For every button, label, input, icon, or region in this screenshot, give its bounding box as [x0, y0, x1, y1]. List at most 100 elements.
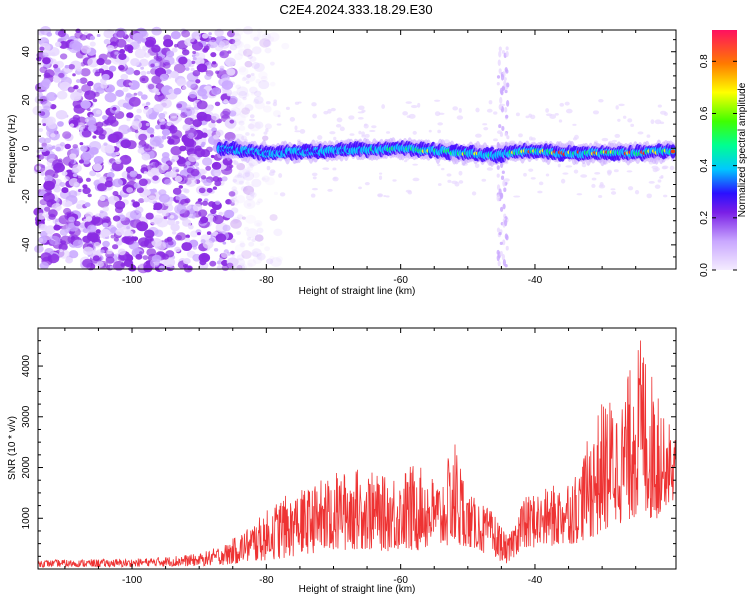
spectrogram-noise-point: [38, 137, 46, 144]
spectrogram-noise-point: [64, 228, 70, 233]
spectrogram-noise-point: [84, 211, 94, 219]
spectrogram-noise-point: [212, 176, 220, 182]
spectrogram-noise-point: [73, 220, 81, 227]
spectrogram-noise-point: [97, 183, 107, 192]
spectrogram-noise-point: [248, 121, 261, 132]
spectrogram-faint-point: [509, 140, 516, 143]
spectrogram-noise-point: [95, 173, 101, 178]
spectrogram-noise-point: [208, 201, 216, 207]
spectrogram-noise-point: [106, 44, 115, 52]
spectrogram-noise-point: [56, 90, 68, 100]
spectrogram-noise-point: [137, 91, 143, 96]
spectrogram-noise-point: [57, 121, 64, 127]
spectrogram-noise-point: [159, 124, 166, 130]
spectrogram-noise-point: [216, 260, 222, 265]
spectrogram-noise-point: [227, 50, 232, 54]
spectrogram-marks: [32, 26, 677, 274]
spectrogram-noise-point: [265, 177, 275, 186]
spectrogram-noise-point: [105, 256, 115, 264]
spectrogram-noise-point: [99, 195, 106, 201]
spectrogram-noise-point: [229, 44, 238, 51]
spectrogram-faint-point: [410, 104, 418, 109]
spectrogram-ytick-label: 20: [21, 94, 32, 106]
spectrogram-noise-point: [174, 204, 187, 215]
spectrogram-faint-point: [434, 111, 441, 117]
spectrogram-faint-point: [475, 133, 482, 138]
spectrogram-noise-point: [262, 135, 269, 141]
spectrogram-noise-point: [244, 92, 250, 97]
spectrogram-interference-point: [506, 135, 510, 140]
spectrogram-faint-point: [265, 101, 271, 105]
spectrogram-faint-point: [311, 102, 317, 107]
spectrogram-noise-point: [184, 198, 191, 204]
spectrogram-noise-point: [87, 224, 97, 233]
snr-xtick-label: -60: [393, 575, 408, 586]
spectrogram-noise-point: [221, 176, 228, 182]
spectrogram-interference-point: [496, 194, 500, 202]
spectrogram-noise-point: [79, 77, 88, 84]
spectrogram-noise-point: [161, 151, 170, 159]
spectrogram-noise-point: [78, 240, 84, 245]
spectrogram-noise-point: [218, 211, 224, 216]
spectrogram-faint-point: [417, 102, 421, 108]
spectrogram-noise-point: [96, 58, 105, 66]
spectrogram-noise-point: [166, 236, 173, 242]
spectrogram-noise-point: [257, 198, 263, 204]
spectrogram-noise-point: [245, 73, 256, 82]
spectrogram-noise-point: [251, 238, 256, 243]
spectrogram-faint-point: [669, 165, 675, 171]
spectrogram-noise-point: [158, 265, 165, 271]
spectrogram-noise-point: [260, 242, 264, 246]
spectrogram-noise-point: [123, 259, 134, 268]
spectrogram-noise-point: [253, 62, 265, 72]
spectrogram-noise-point: [232, 39, 243, 48]
spectrogram-interference-point: [501, 85, 505, 92]
spectrogram-faint-point: [610, 191, 617, 195]
spectrogram-interference-point: [505, 114, 509, 119]
spectrogram-noise-point: [247, 236, 252, 241]
spectrogram-interference-point: [496, 254, 500, 262]
spectrogram-noise-point: [142, 106, 153, 115]
spectrogram-noise-point: [254, 101, 265, 110]
spectrogram-noise-point: [211, 161, 222, 170]
snr-xlabel: Height of straight line (km): [299, 584, 416, 595]
spectrogram-noise-point: [245, 169, 251, 174]
spectrogram-faint-point: [363, 123, 369, 129]
spectrogram-faint-point: [358, 186, 362, 190]
spectrogram-interference-point: [504, 106, 508, 113]
spectrogram-faint-point: [481, 178, 487, 182]
spectrogram-noise-point: [112, 260, 125, 271]
spectrogram-noise-point: [143, 171, 148, 175]
spectrogram-noise-point: [39, 230, 48, 238]
spectrogram-noise-point: [228, 38, 238, 46]
spectrogram-noise-point: [215, 233, 227, 243]
spectrogram-noise-point: [141, 153, 151, 161]
spectrogram-faint-point: [613, 169, 619, 173]
spectrogram-noise-point: [204, 73, 212, 81]
spectrogram-noise-point: [94, 71, 101, 77]
spectrogram-interference-point: [498, 232, 502, 236]
spectrogram-noise-point: [186, 167, 194, 174]
spectrogram-noise-point: [273, 228, 283, 237]
spectrogram-interference-point: [496, 165, 500, 170]
spectrogram-noise-point: [76, 177, 84, 184]
spectrogram-noise-point: [137, 147, 145, 154]
spectrogram-noise-point: [61, 170, 68, 176]
spectrogram-noise-point: [44, 206, 51, 212]
spectrogram-noise-point: [153, 202, 163, 211]
snr-series-line: [38, 340, 676, 569]
spectrogram-noise-point: [201, 132, 208, 138]
snr-xtick-label: -100: [122, 575, 142, 586]
spectrogram-noise-point: [238, 125, 246, 131]
spectrogram-noise-point: [182, 187, 188, 193]
spectrogram-faint-point: [615, 105, 619, 110]
spectrogram-noise-point: [137, 144, 143, 149]
spectrogram-faint-point: [572, 123, 577, 126]
spectrogram-noise-point: [241, 216, 246, 220]
spectrogram-faint-point: [518, 133, 523, 138]
spectrogram-faint-point: [381, 104, 386, 109]
spectrogram-noise-point: [163, 38, 174, 48]
spectrogram-noise-point: [226, 92, 232, 97]
spectrogram-noise-point: [141, 103, 146, 107]
spectrogram-noise-point: [261, 175, 270, 183]
